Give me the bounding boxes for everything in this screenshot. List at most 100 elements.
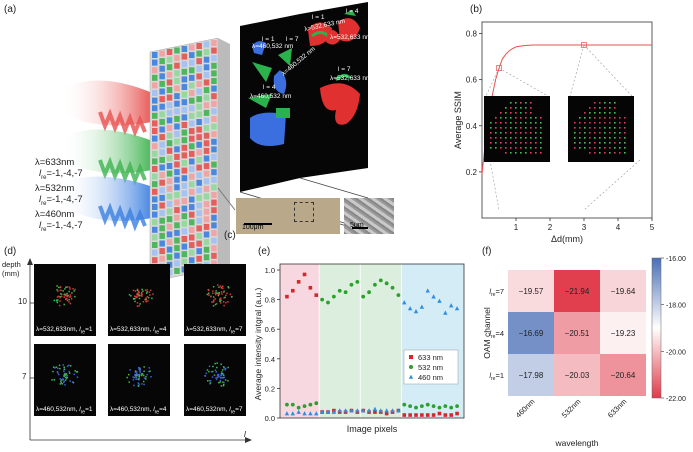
nanopillar	[189, 188, 195, 195]
nanopillar	[189, 112, 195, 119]
nanopillar	[196, 73, 202, 80]
point-532nm	[425, 402, 430, 407]
nanopillar	[159, 141, 165, 148]
inset-dot	[530, 147, 532, 149]
thumb-dot	[69, 302, 72, 305]
nanopillar	[211, 138, 217, 145]
nanopillar	[166, 231, 173, 238]
inset-dot	[540, 122, 542, 124]
inset-dot	[574, 132, 576, 134]
nanopillar	[152, 181, 158, 188]
point-532nm	[343, 290, 348, 295]
thumb-dot	[222, 301, 225, 303]
thumb-dot	[56, 301, 59, 304]
nanopillar	[196, 233, 202, 239]
point-460nm	[372, 406, 378, 411]
nanopillar	[196, 195, 202, 201]
inset-dot	[574, 127, 576, 129]
thumb-dot	[217, 374, 220, 376]
nanopillar	[189, 150, 195, 157]
thumb-dot	[221, 369, 224, 371]
thumb-dot	[58, 286, 60, 289]
nanopillar	[189, 234, 195, 241]
thumb-dot	[135, 374, 137, 376]
inset-dot	[515, 107, 517, 109]
heatmap-cell-value: −20.51	[565, 329, 590, 338]
nanopillar	[174, 55, 180, 62]
inset-dot	[599, 137, 601, 139]
inset-dot	[520, 147, 522, 149]
inset-dot	[510, 127, 512, 129]
heatmap-cell	[600, 270, 646, 312]
nanopillar	[181, 46, 188, 52]
thumb-dot	[60, 381, 63, 384]
thumb-dot	[212, 300, 215, 303]
inset-dot	[604, 142, 606, 144]
thumb-dot	[69, 365, 72, 367]
point-633nm	[437, 411, 442, 416]
nanopillar	[159, 187, 165, 194]
inset-dot	[495, 142, 497, 144]
beam-532-wavelength: λ=532nm	[35, 183, 75, 194]
projection-screens	[239, 2, 369, 231]
thumb-dot	[56, 370, 59, 373]
nanopillar	[189, 257, 195, 264]
thumb-dot	[137, 378, 139, 380]
thumb-dot	[143, 377, 146, 379]
thumb-dot	[225, 294, 227, 297]
inset-dot	[510, 117, 512, 119]
inset-dot	[574, 147, 576, 149]
nanopillar	[196, 202, 202, 209]
point-460nm	[331, 409, 337, 414]
thumb-dot	[71, 381, 74, 383]
nanopillar	[159, 156, 165, 163]
nanopillar	[211, 40, 217, 46]
nanopillar	[181, 236, 188, 242]
thumb-dot	[149, 289, 152, 292]
inset-dot	[510, 102, 512, 104]
thumb-dot	[215, 377, 217, 379]
nanopillar	[166, 64, 173, 71]
inset-dot	[594, 127, 596, 129]
inset-dot	[505, 147, 507, 149]
nanopillar	[196, 210, 202, 217]
nanopillar	[152, 173, 158, 180]
thumb-dot	[67, 294, 69, 297]
nanopillar	[203, 246, 210, 253]
thumb-dot	[126, 376, 129, 379]
point-633nm	[455, 411, 459, 416]
inset-dot	[515, 122, 517, 124]
nanopillar	[203, 208, 210, 215]
nanopillar	[196, 119, 202, 125]
nanopillar	[189, 97, 195, 104]
nanopillar	[159, 240, 165, 247]
ssim-ylabel: Average SSIM	[453, 91, 463, 149]
thumb-dot	[134, 370, 137, 372]
thumb-dot	[136, 373, 138, 375]
nanopillar	[211, 116, 217, 122]
nanopillar	[174, 184, 180, 191]
nanopillar	[159, 202, 165, 209]
thumb-dot	[134, 290, 137, 292]
inset-dot	[574, 137, 576, 139]
thumb-dot	[220, 363, 222, 366]
point-460nm	[343, 408, 348, 413]
nanopillar	[181, 129, 188, 136]
nanopillar	[181, 99, 188, 106]
thumb-dot	[68, 372, 71, 374]
inset-dot	[604, 132, 606, 134]
thumb-dot	[134, 374, 136, 377]
nanopillar	[211, 154, 217, 160]
nanopillar	[166, 87, 173, 93]
intensity-ytick-label: 0.4	[265, 355, 275, 364]
thumb-dot	[209, 380, 212, 382]
thumb-dot	[217, 375, 220, 377]
thumb-dot	[207, 289, 210, 291]
depth-axis-label: depth (mm)	[2, 260, 21, 278]
nanopillar	[196, 65, 202, 72]
inset-dot	[490, 132, 492, 134]
nanopillar	[196, 81, 202, 87]
point-532nm	[320, 297, 325, 302]
thumb-dot	[223, 383, 225, 386]
nanopillar	[211, 146, 217, 153]
